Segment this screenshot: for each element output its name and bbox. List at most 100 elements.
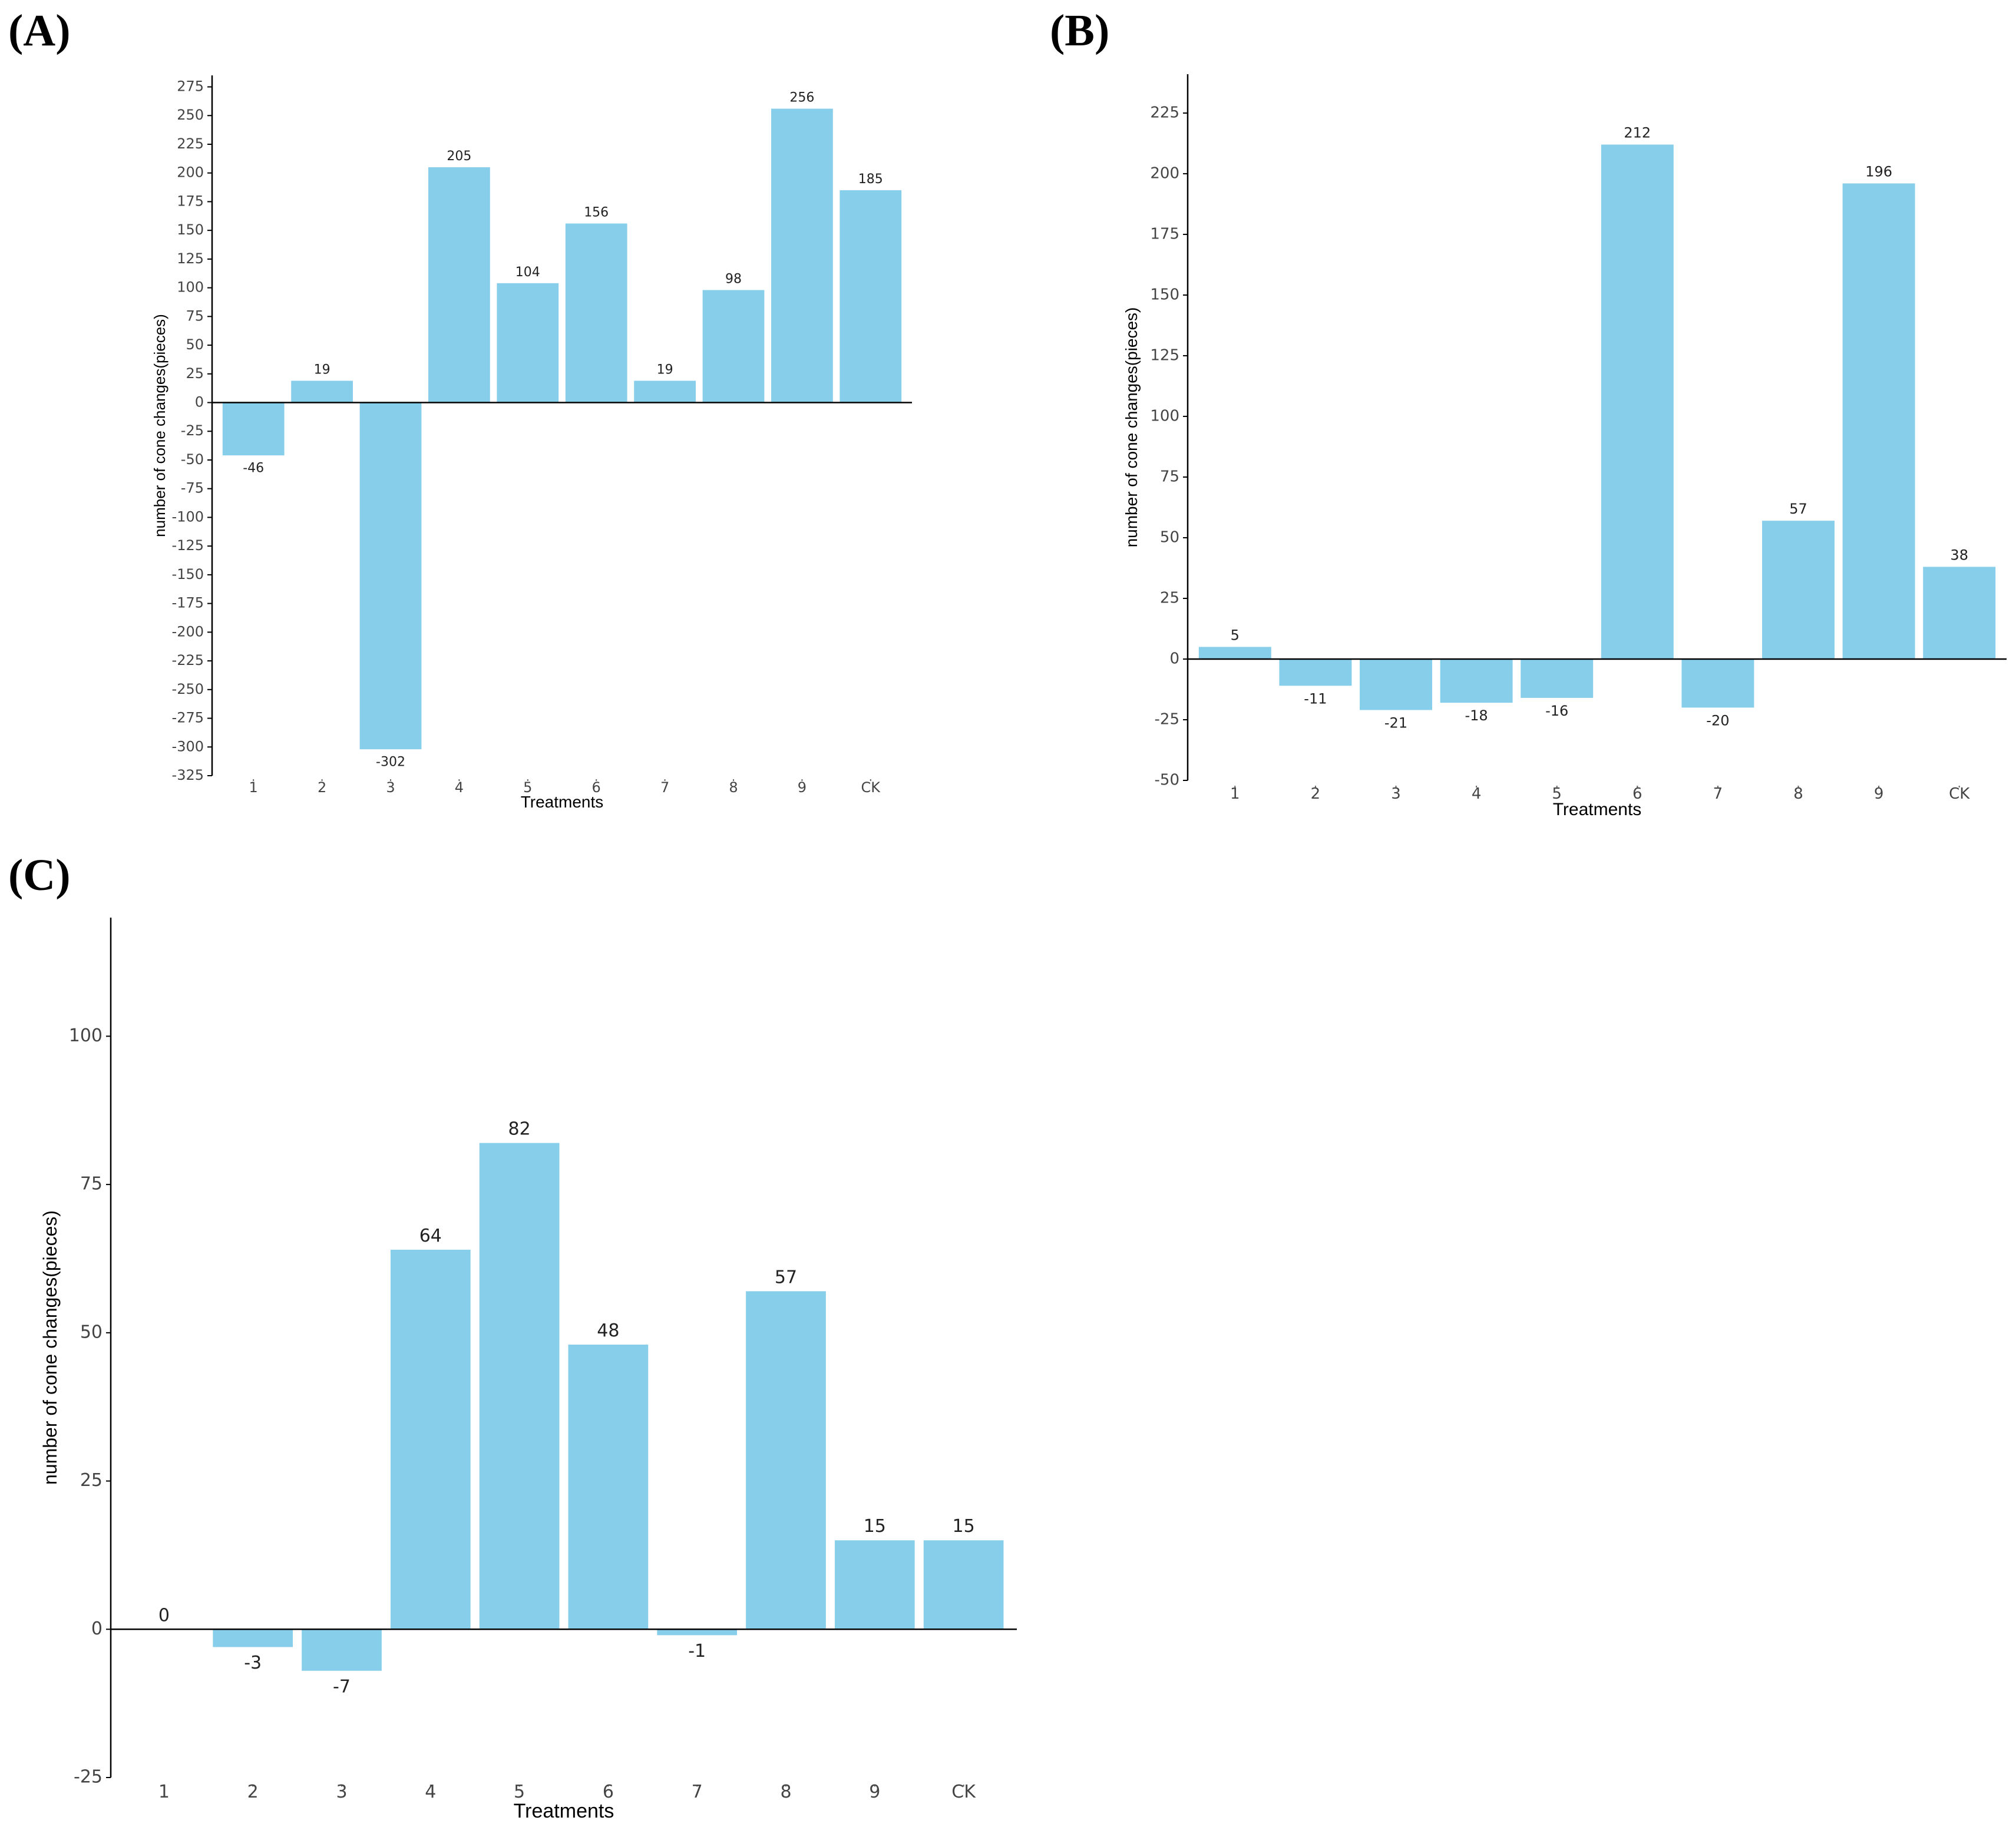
value-label-6: 212 xyxy=(1624,124,1651,141)
bar-6 xyxy=(1601,144,1674,659)
bar-3 xyxy=(302,1629,382,1671)
bar-2 xyxy=(1279,658,1352,686)
value-label-1: 5 xyxy=(1231,627,1240,643)
y-tick-label: 25 xyxy=(1160,589,1179,607)
bar-3 xyxy=(1360,658,1432,710)
x-axis-title: Treatments xyxy=(1553,800,1642,819)
value-label-8: 57 xyxy=(775,1267,797,1287)
x-tick-label-7: 7 xyxy=(1713,785,1723,803)
panel-label-b: (B) xyxy=(1050,6,1110,55)
y-tick-label: 200 xyxy=(177,164,204,181)
y-tick-label: -200 xyxy=(172,623,204,640)
y-tick-label: 175 xyxy=(1150,225,1179,243)
y-tick-label: -175 xyxy=(172,595,204,611)
y-tick-label: 150 xyxy=(1150,286,1179,303)
y-tick-label: 25 xyxy=(80,1470,103,1491)
chart-panel-b: -50-25025507510012515017520022551-112-21… xyxy=(1122,74,2007,819)
bar-6 xyxy=(565,223,627,403)
y-tick-label: 100 xyxy=(1150,407,1179,425)
y-tick-label: 25 xyxy=(186,365,204,382)
x-tick-label-4: 4 xyxy=(1472,785,1482,803)
bar-1 xyxy=(222,402,285,456)
value-label-1: 0 xyxy=(158,1605,170,1626)
value-label-5: -16 xyxy=(1545,703,1568,719)
x-tick-label-2: 2 xyxy=(247,1782,259,1802)
y-tick-label: 225 xyxy=(1150,104,1179,121)
value-label-5: 82 xyxy=(508,1119,531,1140)
x-axis-title: Treatments xyxy=(514,1800,614,1822)
x-tick-label-4: 4 xyxy=(455,779,464,796)
x-tick-label-6: 6 xyxy=(603,1782,614,1802)
y-tick-label: -25 xyxy=(1155,710,1179,728)
x-tick-label-1: 1 xyxy=(158,1782,170,1802)
x-tick-label-7: 7 xyxy=(692,1782,703,1802)
value-label-7: 19 xyxy=(657,362,673,377)
bar-5 xyxy=(479,1143,560,1630)
x-tick-label-5: 5 xyxy=(523,779,532,796)
value-label-CK: 15 xyxy=(953,1516,975,1537)
y-tick-label: -75 xyxy=(181,480,204,497)
y-tick-label: -50 xyxy=(1155,772,1179,789)
y-tick-label: -275 xyxy=(172,710,204,726)
value-label-3: -302 xyxy=(376,755,405,770)
y-tick-label: 0 xyxy=(1169,650,1179,667)
x-tick-label-8: 8 xyxy=(780,1782,791,1802)
y-tick-label: 0 xyxy=(195,394,204,411)
x-tick-label-1: 1 xyxy=(1230,785,1240,803)
value-label-7: -1 xyxy=(688,1641,706,1661)
x-tick-label-CK: CK xyxy=(861,779,881,796)
bar-9 xyxy=(1842,183,1915,659)
x-tick-label-6: 6 xyxy=(1632,785,1642,803)
y-tick-label: 0 xyxy=(91,1619,103,1639)
chart-panel-c: -25 0 25 50 75 100 0 1 -3 2 -7 3 64 4 82 5 48 6 -1 7 57 8 15 9 1… xyxy=(39,918,1017,1822)
value-label-4: -18 xyxy=(1465,707,1488,724)
chart-panel-a: -325-300-275-250-225-200-175-150-125-100… xyxy=(151,75,912,811)
value-label-4: 64 xyxy=(419,1226,442,1246)
bar-2 xyxy=(291,380,353,403)
y-tick-label: 125 xyxy=(177,250,204,267)
bar-2 xyxy=(213,1629,293,1647)
y-tick-label: 175 xyxy=(177,193,204,209)
x-tick-label-3: 3 xyxy=(1391,785,1401,803)
y-tick-label: 250 xyxy=(177,107,204,123)
x-tick-label-8: 8 xyxy=(1793,785,1803,803)
value-label-9: 15 xyxy=(864,1516,886,1537)
bar-4 xyxy=(390,1249,471,1630)
y-tick-label: 275 xyxy=(177,78,204,94)
x-tick-label-9: 9 xyxy=(1874,785,1884,803)
x-tick-label-7: 7 xyxy=(660,779,669,796)
value-label-2: -11 xyxy=(1304,690,1327,707)
y-tick-label: -50 xyxy=(181,451,204,468)
x-tick-label-5: 5 xyxy=(514,1782,525,1802)
x-tick-label-2: 2 xyxy=(1311,785,1321,803)
y-tick-label: 75 xyxy=(186,307,204,324)
value-label-8: 57 xyxy=(1789,501,1807,517)
y-tick-label: 50 xyxy=(80,1322,103,1342)
y-tick-label: -125 xyxy=(172,537,204,554)
y-tick-label: 100 xyxy=(177,279,204,296)
bar-5 xyxy=(497,283,559,403)
value-label-9: 196 xyxy=(1865,163,1892,180)
value-label-2: 19 xyxy=(314,362,331,377)
x-tick-label-1: 1 xyxy=(249,779,258,796)
y-tick-label: 225 xyxy=(177,135,204,152)
x-axis-title: Treatments xyxy=(521,793,604,811)
y-axis-title: number of cone changes(pieces) xyxy=(1122,307,1141,548)
x-tick-label-CK: CK xyxy=(1949,785,1970,803)
x-tick-label-CK: CK xyxy=(951,1782,976,1802)
bar-CK xyxy=(840,190,902,403)
value-label-4: 205 xyxy=(447,149,471,164)
x-tick-label-6: 6 xyxy=(592,779,601,796)
y-tick-label: 125 xyxy=(1150,346,1179,364)
y-tick-label: 50 xyxy=(186,336,204,353)
y-tick-label: -300 xyxy=(172,738,204,754)
value-label-8: 98 xyxy=(725,272,742,286)
bar-6 xyxy=(568,1344,649,1630)
y-tick-label: -25 xyxy=(181,422,204,439)
y-axis-title: number of cone changes(pieces) xyxy=(151,314,168,537)
panel-label-a: (A) xyxy=(8,6,71,55)
x-tick-label-4: 4 xyxy=(425,1782,436,1802)
y-tick-label: 150 xyxy=(177,221,204,238)
y-tick-label: 50 xyxy=(1160,528,1179,546)
